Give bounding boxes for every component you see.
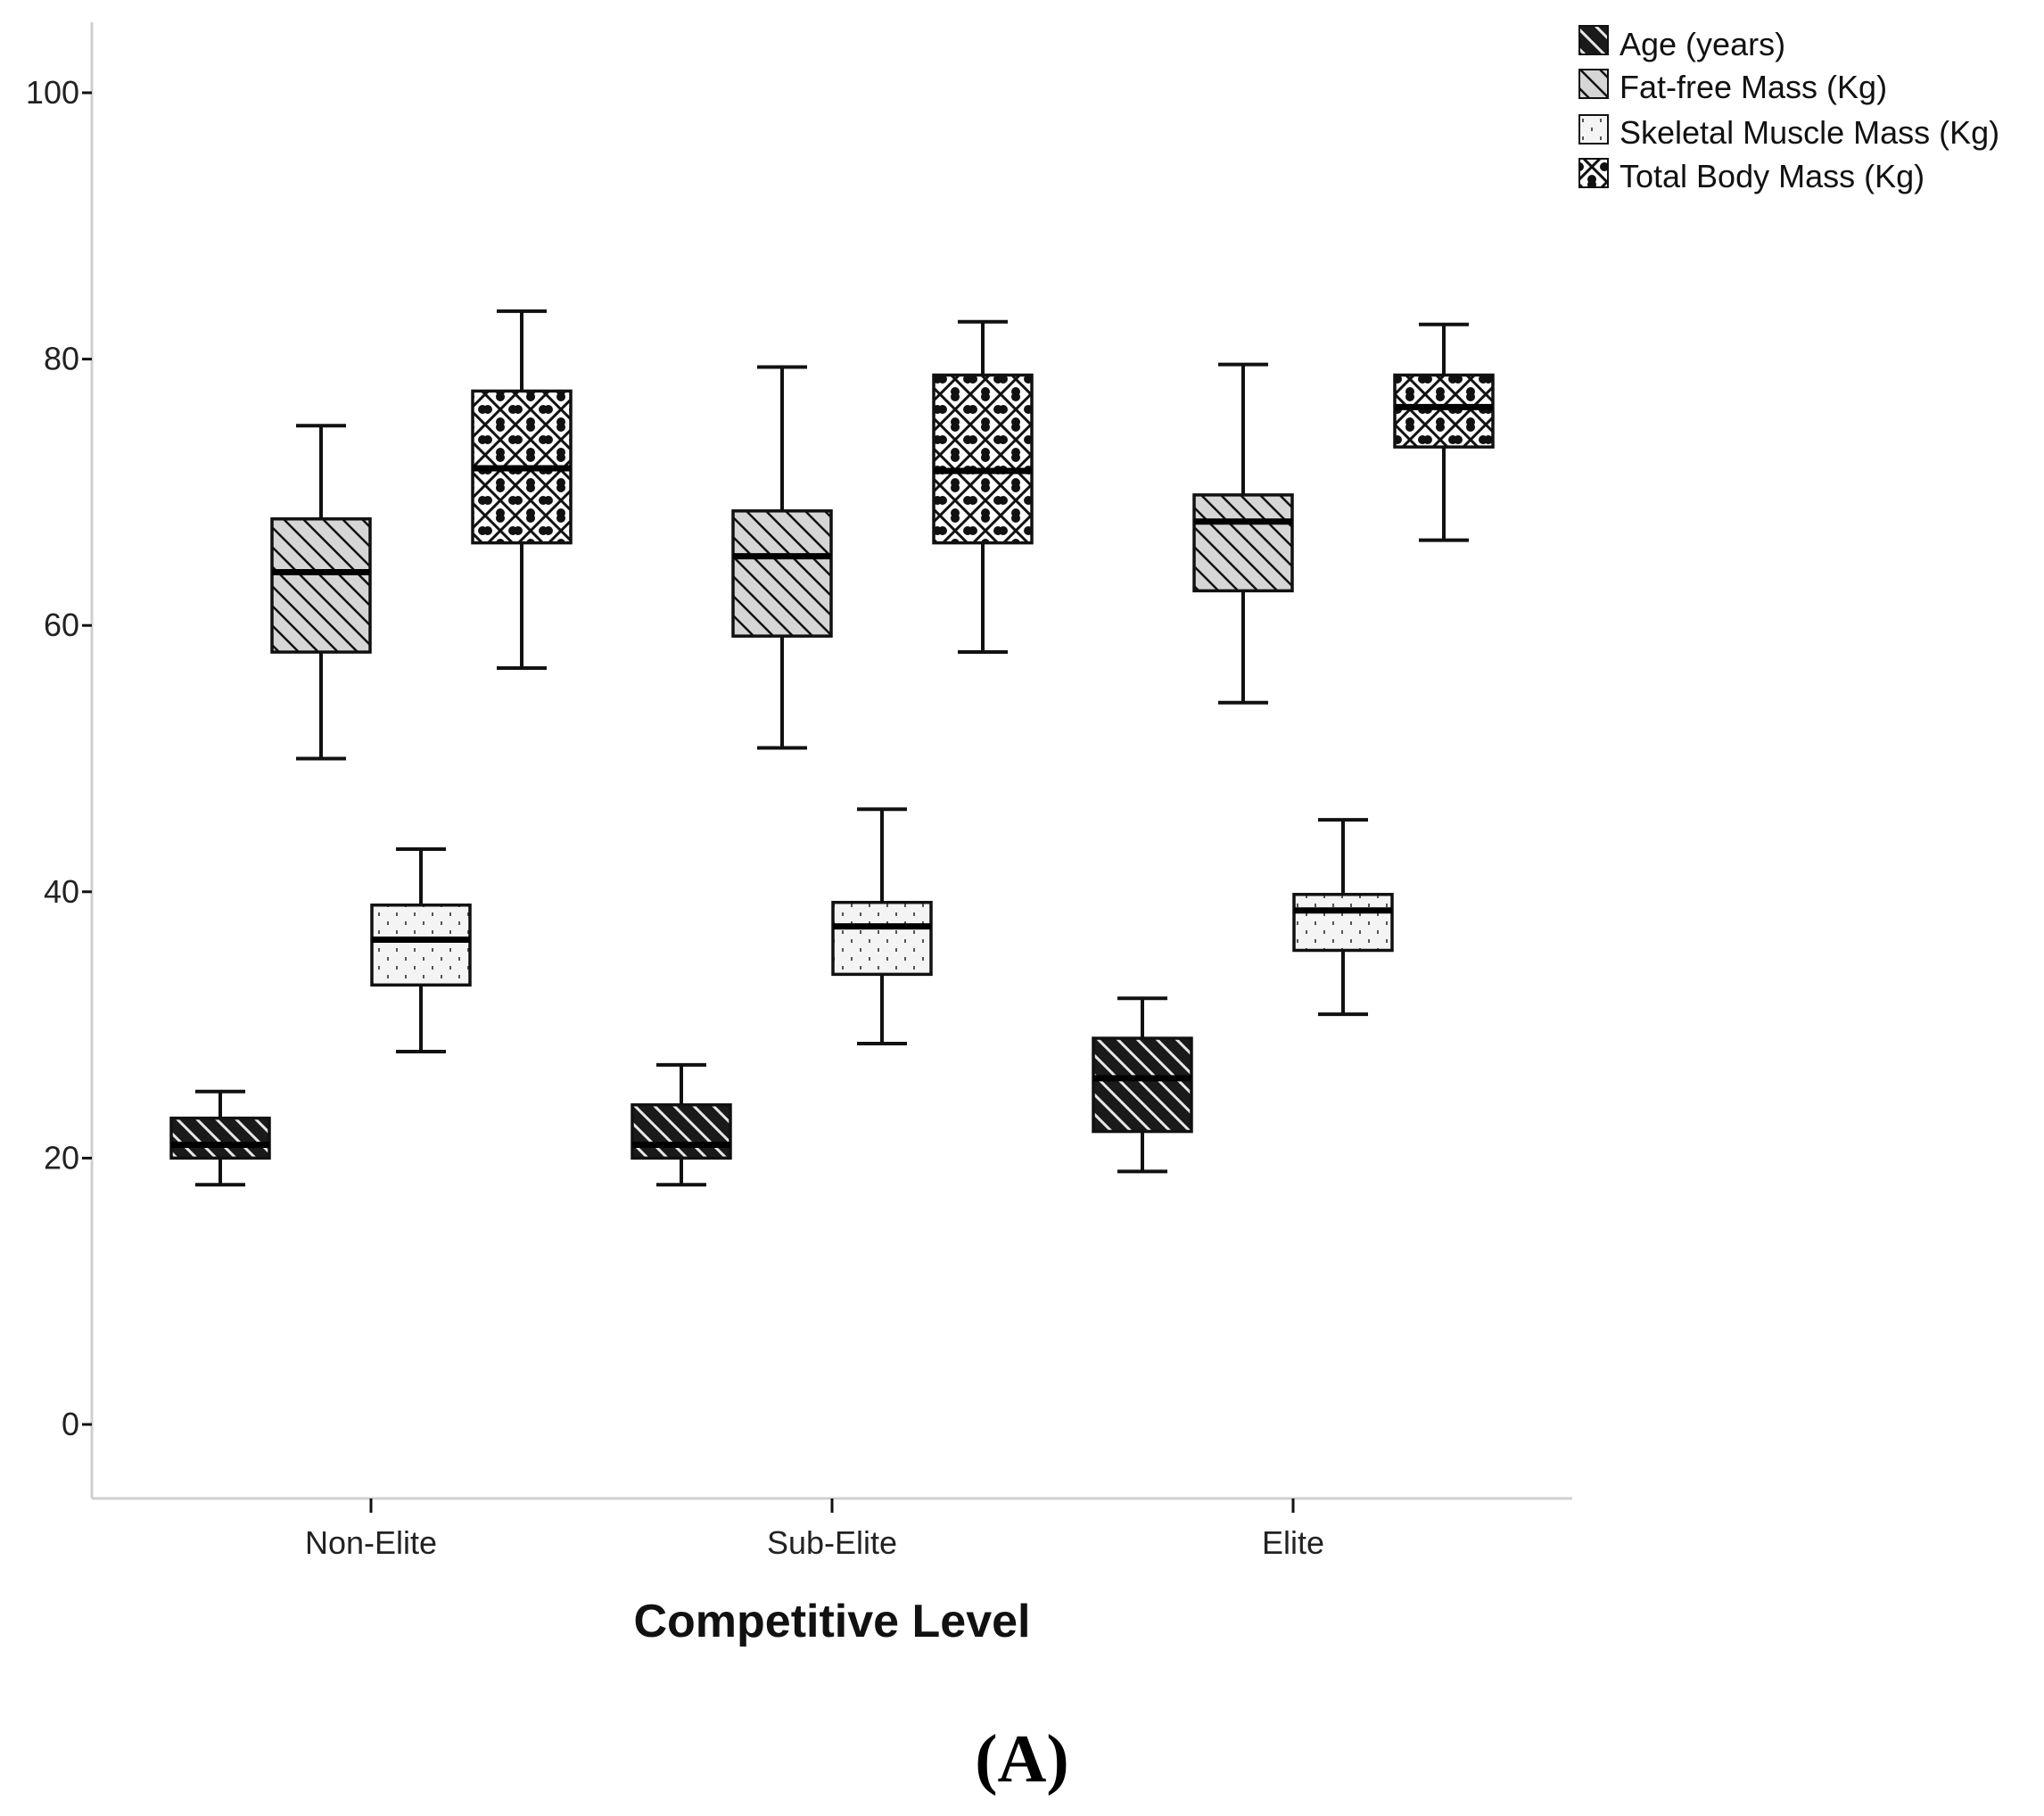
x-axis-title: Competitive Level [633,1596,1030,1647]
box-total-body-mass-non-elite [471,309,573,670]
box-iqr [270,517,372,654]
y-tick-label: 0 [62,1406,79,1442]
box-fat-free-mass-non-elite [270,424,372,761]
box-skeletal-muscle-mass-elite [1292,818,1394,1017]
box-age-elite [1092,996,1193,1174]
legend-swatch-fat-free-mass [1578,69,1609,99]
x-tick-label: Elite [1262,1524,1324,1561]
box-age-non-elite [169,1089,271,1187]
y-tick-label: 40 [44,873,79,910]
box-iqr [932,373,1034,545]
legend-label-fat-free-mass: Fat-free Mass (Kg) [1620,69,1887,105]
box-iqr [631,1102,732,1160]
x-tick-label: Sub-Elite [767,1524,897,1561]
box-skeletal-muscle-mass-non-elite [370,847,472,1053]
box-iqr [370,903,472,987]
box-iqr [1292,893,1394,953]
y-tick-label: 100 [26,74,79,111]
x-axis-ticks: Non-Elite Sub-Elite Elite [305,1498,1324,1561]
legend-label-skeletal-muscle-mass: Skeletal Muscle Mass (Kg) [1620,114,1999,151]
y-tick-label: 80 [44,341,79,377]
box-total-body-mass-elite [1393,322,1495,542]
y-axis-ticks: 0 20 40 60 80 100 [26,74,92,1442]
box-iqr [1192,493,1294,593]
box-fat-free-mass-sub-elite [731,365,833,750]
box-iqr [831,900,933,977]
legend-swatch-age [1578,25,1609,55]
legend-swatch-total-body-mass [1578,158,1609,188]
box-skeletal-muscle-mass-sub-elite [831,807,933,1046]
legend: Age (years) Fat-free Mass (Kg) Skeletal … [1578,25,1999,194]
box-iqr [731,509,833,638]
box-fat-free-mass-elite [1192,362,1294,705]
y-tick-label: 60 [44,607,79,643]
legend-swatch-skeletal-muscle-mass [1578,114,1609,144]
x-tick-label: Non-Elite [305,1524,437,1561]
panel-label: (A) [975,1721,1069,1796]
box-iqr [1092,1036,1193,1134]
box-iqr [1393,373,1495,449]
y-tick-label: 20 [44,1139,79,1176]
box-groups [169,309,1495,1187]
legend-label-age: Age (years) [1620,26,1785,62]
legend-label-total-body-mass: Total Body Mass (Kg) [1620,158,1924,194]
box-age-sub-elite [631,1062,732,1187]
box-total-body-mass-sub-elite [932,319,1034,655]
box-iqr [169,1116,271,1160]
